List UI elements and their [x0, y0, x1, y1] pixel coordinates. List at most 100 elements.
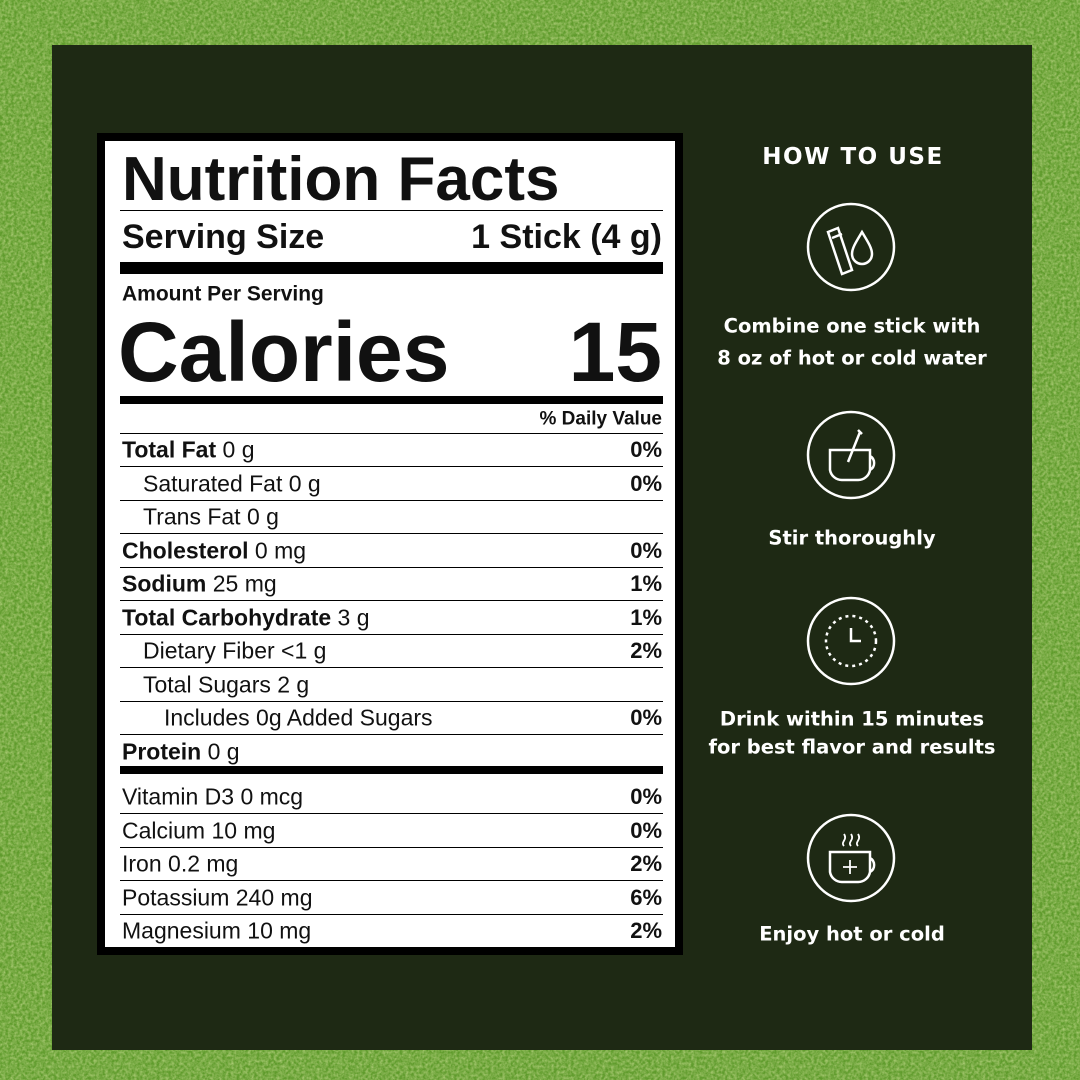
nutrient-amount: 0 g [246, 503, 279, 530]
nutrient-name: Total Fat [122, 436, 217, 463]
icon-ring [806, 596, 896, 686]
rule [120, 633, 663, 635]
rule [120, 433, 663, 434]
icon-ring [806, 410, 896, 500]
nutrient-row: Protein 0 g [122, 740, 240, 763]
nutrient-row: Total Sugars 2 g [143, 673, 309, 696]
icon-cup [828, 850, 876, 884]
nutrient-amount: 0 mg [254, 537, 307, 563]
nutrient-name: Total Carbohydrate [122, 604, 332, 630]
step-text: Enjoy hot or cold [759, 922, 945, 946]
icon-ring [806, 202, 896, 292]
nutrient-row: Vitamin D3 0 mcg [122, 783, 304, 810]
label-title: Nutrition Facts [122, 145, 560, 214]
nutrient-row: Sodium 25 mg [122, 570, 277, 597]
icon-clock [824, 614, 878, 668]
amount-per-serving: Amount Per Serving [122, 282, 324, 306]
rule [120, 533, 663, 534]
daily-value: 0% [630, 437, 662, 462]
nutrient-row: Trans Fat 0 g [143, 503, 279, 530]
nutrient-row: Dietary Fiber <1 g [143, 637, 327, 664]
nutrient-name: Vitamin D3 [122, 783, 235, 810]
serving-value: 1 Stick (4 g) [471, 218, 662, 256]
rule [120, 667, 663, 668]
step-text: Stir thoroughly [768, 526, 936, 550]
nutrient-amount: 0 g [288, 470, 321, 496]
nutrient-amount: 2 g [277, 671, 310, 697]
daily-value: 2% [630, 638, 662, 663]
nutrient-name: Total Sugars [143, 671, 271, 697]
nutrient-row: Total Carbohydrate 3 g [122, 606, 370, 629]
nutrient-row: Iron 0.2 mg [122, 850, 239, 877]
daily-value: 1% [630, 604, 662, 630]
nutrient-name: Protein [122, 738, 202, 764]
nutrient-amount: <1 g [281, 637, 327, 664]
nutrient-amount: 10 mg [247, 917, 312, 944]
daily-value: 1% [630, 571, 662, 596]
step-text: for best flavor and results [708, 735, 996, 759]
rule [120, 846, 663, 848]
icon-cup [828, 448, 876, 482]
nutrient-amount: 0 g [207, 738, 240, 764]
rule [120, 262, 663, 274]
nutrient-row: Magnesium 10 mg [122, 917, 312, 944]
nutrient-name: Saturated Fat [143, 470, 283, 496]
daily-value: 0% [630, 784, 662, 809]
icon-hands [849, 628, 861, 643]
nutrient-amount: 240 mg [235, 884, 313, 910]
label [105, 141, 675, 947]
icon-spoon [846, 429, 863, 463]
nutrient-amount: 0.2 mg [168, 850, 239, 877]
nutrient-name: Potassium [122, 884, 230, 910]
rule [120, 880, 663, 881]
rule [120, 700, 663, 702]
icon-drop [850, 229, 874, 266]
calories-label: Calories [118, 305, 450, 399]
nutrient-amount: 0 mcg [240, 783, 304, 810]
icon-ring [806, 813, 896, 903]
calories-value: 15 [568, 305, 662, 399]
nutrient-amount: 3 g [337, 604, 370, 630]
nutrient-row: Includes 0g Added Sugars [164, 704, 433, 731]
daily-value: 2% [630, 851, 662, 876]
daily-value: 0% [630, 537, 662, 563]
rule [120, 734, 663, 735]
rule [120, 600, 663, 601]
nutrient-amount: 10 mg [211, 817, 276, 843]
dv-header: % Daily Value [539, 408, 662, 430]
nutrient-row: Saturated Fat 0 g [143, 472, 321, 495]
daily-value: 6% [630, 884, 662, 910]
nutrient-amount: 25 mg [212, 570, 277, 597]
step-text: Combine one stick with [723, 314, 981, 338]
nutrient-name: Calcium [122, 817, 206, 843]
serving-label: Serving Size [122, 218, 325, 256]
nutrient-name: Includes 0g Added Sugars [164, 704, 433, 731]
how-title: HOW TO USE [762, 144, 944, 170]
rule [120, 566, 663, 568]
nutrient-row: Calcium 10 mg [122, 819, 275, 842]
rule [120, 766, 663, 774]
rule [120, 499, 663, 501]
icon-stick [826, 226, 854, 276]
daily-value: 0% [630, 470, 662, 496]
nutrient-name: Magnesium [122, 917, 241, 944]
daily-value: 0% [630, 817, 662, 843]
icon-steam [841, 833, 861, 874]
nutrient-name: Cholesterol [122, 537, 249, 563]
daily-value: 2% [630, 918, 662, 943]
rule [120, 396, 663, 404]
nutrient-row: Total Fat 0 g [122, 436, 255, 463]
nutrient-amount: 0 g [222, 436, 255, 463]
nutrient-name: Sodium [122, 570, 207, 597]
step-text: Drink within 15 minutes [719, 707, 985, 731]
rule [120, 813, 663, 814]
step-text: 8 oz of hot or cold water [717, 346, 987, 370]
rule [120, 466, 663, 467]
rule [120, 210, 663, 211]
nutrient-name: Dietary Fiber [143, 637, 275, 664]
nutrient-name: Trans Fat [143, 503, 241, 530]
daily-value: 0% [630, 705, 662, 730]
nutrient-name: Iron [122, 850, 162, 877]
